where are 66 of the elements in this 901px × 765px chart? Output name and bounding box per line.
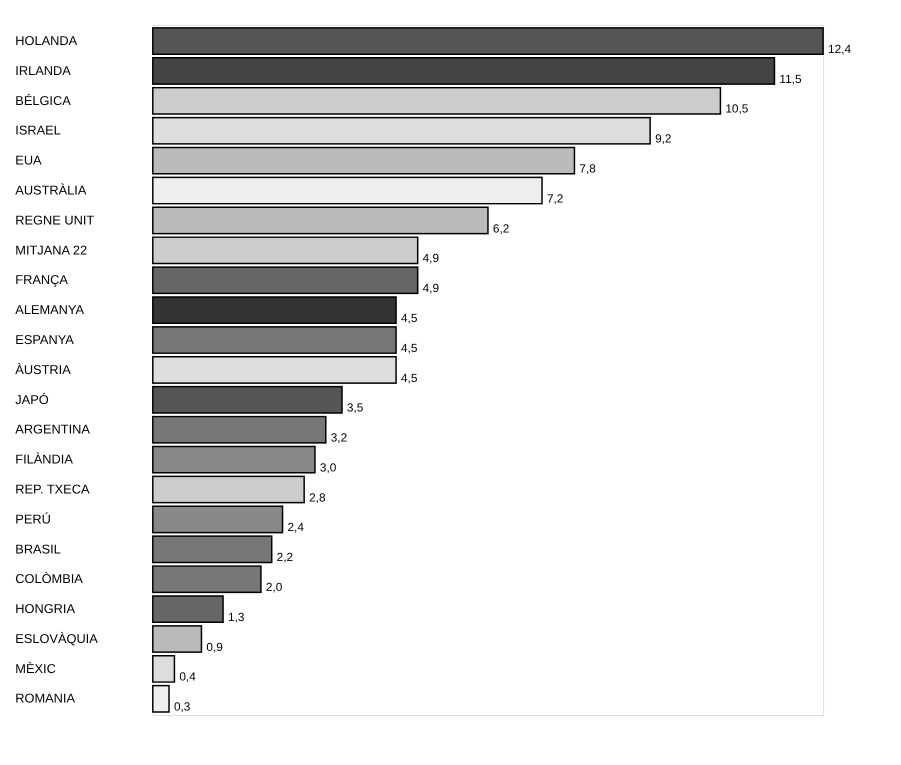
y-tick-label: ALEMANYA [15, 302, 84, 318]
bar [152, 625, 202, 653]
y-tick-label: BRASIL [15, 541, 61, 556]
data-label: 7,2 [546, 191, 564, 206]
y-tick-label: PERÚ [15, 511, 51, 526]
data-label: 11,5 [779, 72, 802, 86]
bar [152, 386, 343, 414]
y-tick-label: BÉLGICA [15, 92, 72, 108]
data-label: 4,9 [422, 251, 440, 266]
bar [152, 296, 397, 324]
y-tick-label: FILÀNDIA [15, 452, 74, 467]
y-tick-label: MÈXIC [15, 660, 56, 676]
data-label: 7,8 [579, 161, 596, 176]
y-tick-label: ÀUSTRIA [15, 362, 72, 377]
y-tick-label: COLÒMBIA [15, 571, 84, 586]
data-label: 10,5 [725, 102, 749, 116]
bar [152, 684, 170, 713]
y-tick-label: REP. TXECA [15, 481, 90, 496]
data-label: 4,9 [422, 281, 440, 296]
bar [152, 27, 824, 55]
data-label: 9,2 [655, 132, 672, 146]
y-tick-label: EUA [15, 152, 42, 168]
y-tick-label: ROMANIA [15, 690, 76, 706]
y-tick-label: JAPÓ [15, 392, 49, 407]
data-label: 3,5 [346, 400, 364, 415]
bar [152, 565, 262, 594]
bar [152, 176, 543, 204]
data-label: 0,4 [179, 670, 196, 684]
data-label: 2,4 [287, 520, 304, 534]
bar [152, 446, 316, 474]
data-label: 2,0 [266, 580, 283, 594]
data-label: 2,8 [309, 490, 326, 504]
bar [152, 236, 418, 264]
data-label: 12,4 [828, 42, 852, 56]
y-tick-label: ESLOVÀQUIA [15, 630, 98, 646]
data-label: 3,2 [330, 430, 348, 445]
y-tick-label: MITJANA 22 [15, 242, 88, 258]
bar [152, 206, 489, 234]
y-tick-label: IRLANDA [15, 62, 72, 78]
data-label: 0,9 [206, 640, 224, 654]
y-tick-label: ESPANYA [15, 332, 74, 347]
data-label: 6,2 [492, 221, 510, 236]
data-label: 1,3 [228, 610, 245, 624]
bar [152, 506, 284, 534]
y-tick-label: REGNE UNIT [15, 212, 94, 228]
bar [152, 535, 272, 564]
y-tick-label: AUSTRÀLIA [15, 182, 87, 198]
bar [152, 57, 776, 85]
y-tick-label: HOLANDA [15, 32, 78, 48]
bar [152, 416, 327, 444]
bar [152, 476, 305, 504]
data-label: 3,0 [320, 460, 337, 474]
data-label: 0,3 [174, 700, 191, 714]
y-tick-label: FRANÇA [15, 272, 68, 288]
bar [152, 86, 722, 115]
y-tick-label: ISRAEL [15, 122, 61, 138]
bar [152, 266, 418, 294]
bar [152, 595, 224, 624]
y-tick-label: ARGENTINA [15, 422, 90, 437]
data-label: 4,5 [400, 310, 418, 325]
bar [152, 146, 576, 175]
data-label: 2,2 [276, 550, 294, 564]
data-label: 4,5 [400, 370, 418, 385]
data-label: 4,5 [400, 340, 418, 355]
y-tick-label: HONGRIA [15, 601, 76, 616]
bar [152, 326, 397, 354]
